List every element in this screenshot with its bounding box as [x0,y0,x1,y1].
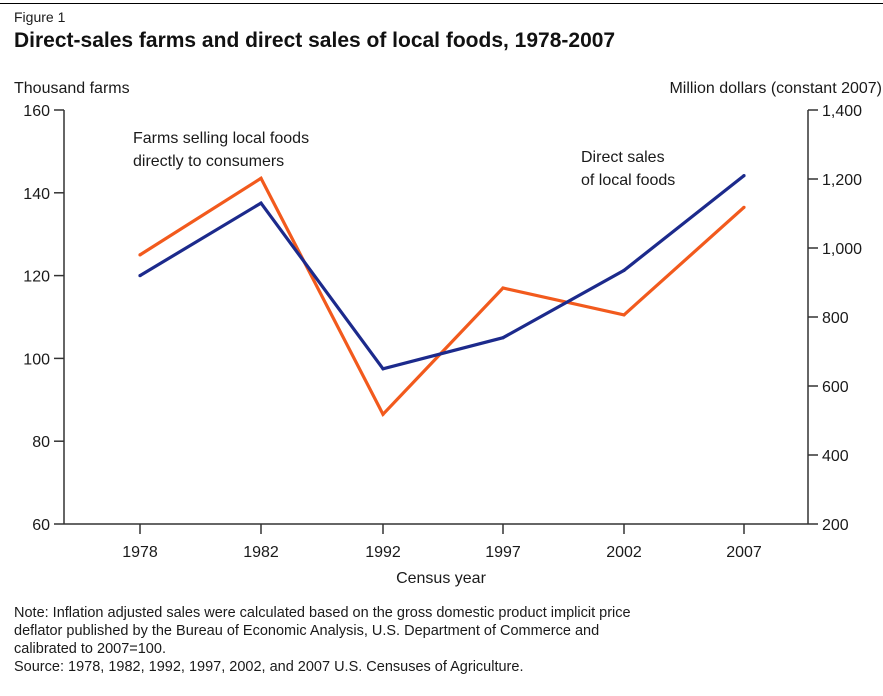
farms-series-label-line-1: Farms selling local foods [133,130,309,147]
x-tick-label-2002: 2002 [606,544,642,561]
x-tick-label-1978: 1978 [122,544,158,561]
note-line-1: Note: Inflation adjusted sales were calc… [14,605,631,621]
y-right-tick-label-1400: 1,400 [822,103,862,120]
y-right-tick-label-600: 600 [822,379,849,396]
y-left-tick-label-160: 160 [23,103,50,120]
note: Note: Inflation adjusted sales were calc… [14,604,880,676]
sales-point-2002 [622,268,626,272]
farms-point-2002 [622,313,626,317]
y-left-tick-label-60: 60 [32,517,50,534]
farms-point-1992 [381,412,385,416]
series-line-farms [139,176,746,418]
source-line: Source: 1978, 1982, 1992, 1997, 2002, an… [14,659,524,675]
note-line-3: calibrated to 2007=100. [14,641,166,657]
x-tick-label-1992: 1992 [365,544,401,561]
x-tick-label-1997: 1997 [485,544,521,561]
series-line-direct-sales [139,174,745,371]
y-right-tick-label-200: 200 [822,517,849,534]
sales-point-2007 [742,174,746,178]
series-lines [138,174,746,418]
sales-point-1982 [259,201,263,205]
x-tick-label-1982: 1982 [243,544,279,561]
y-left-tick-label-80: 80 [32,434,50,451]
x-tick-label-2007: 2007 [726,544,762,561]
y-right-tick-label-400: 400 [822,448,849,465]
farms-point-1997 [501,286,505,290]
y-left-tick-label-140: 140 [23,186,50,203]
sales-series-label-line-1: Direct sales [581,149,665,166]
sales-point-1997 [501,336,505,340]
y-right-tick-label-1200: 1,200 [822,172,862,189]
axes: 60 80 100 120 140 160 200 400 600 800 1,000 1,200 1,… [23,103,862,561]
y-right-tick-label-1000: 1,000 [822,241,862,258]
y-right-axis-label: Million dollars (constant 2007) [669,80,882,97]
top-rule [0,3,883,4]
chart-title: Direct-sales farms and direct sales of l… [14,29,616,52]
farms-point-1978 [138,253,142,257]
sales-series-label-line-2: of local foods [581,172,675,189]
y-left-tick-label-120: 120 [23,269,50,286]
farms-series-label-line-2: directly to consumers [133,153,284,170]
series-labels: Farms selling local foods directly to con… [133,130,675,189]
sales-point-1978 [138,274,142,278]
y-right-tick-label-800: 800 [822,310,849,327]
x-axis-label: Census year [396,570,486,587]
sales-point-1992 [381,367,385,371]
figure-label: Figure 1 [14,9,66,25]
farms-point-2007 [742,205,746,209]
y-left-axis-label: Thousand farms [14,80,130,97]
note-line-2: deflator published by the Bureau of Econ… [14,623,600,639]
y-left-tick-label-100: 100 [23,351,50,368]
farms-point-1982 [259,176,263,180]
chart: Thousand farms Million dollars (constant… [14,80,882,587]
